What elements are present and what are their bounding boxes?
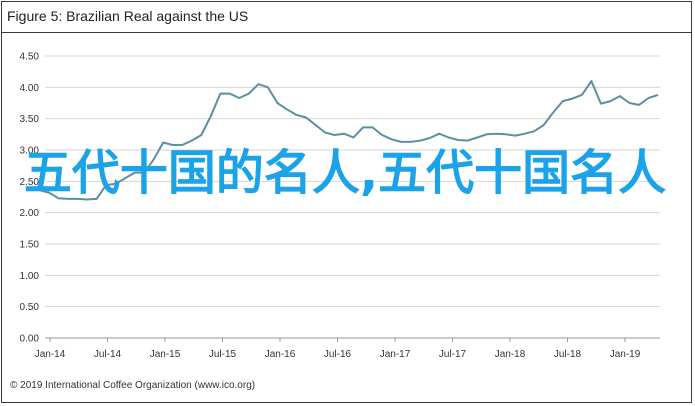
y-tick-label: 4.00 — [20, 83, 40, 94]
x-tick-label: Jul-14 — [94, 349, 122, 360]
x-tick-label: Jan-19 — [610, 349, 641, 360]
x-tick-label: Jan-16 — [265, 349, 296, 360]
x-tick-label: Jan-15 — [150, 349, 181, 360]
x-tick-label: Jan-18 — [495, 349, 526, 360]
x-tick-label: Jan-14 — [35, 349, 66, 360]
x-tick-label: Jul-15 — [209, 349, 237, 360]
x-tick-label: Jul-18 — [554, 349, 582, 360]
x-tick-label: Jul-17 — [439, 349, 467, 360]
y-tick-label: 1.50 — [20, 240, 40, 251]
series-line — [29, 80, 659, 201]
y-tick-label: 3.00 — [20, 146, 40, 157]
x-tick-label: Jan-17 — [380, 349, 411, 360]
y-tick-label: 0.50 — [20, 302, 40, 313]
figure-title: Figure 5: Brazilian Real against the US — [7, 8, 249, 24]
y-tick-label: 2.50 — [20, 177, 40, 188]
watermark-overlay-text: 五代十国的名人,五代十国名人 — [23, 145, 667, 201]
copyright-footer: © 2019 International Coffee Organization… — [10, 380, 256, 391]
y-tick-label: 3.50 — [20, 114, 40, 125]
y-tick-label: 1.00 — [20, 271, 40, 282]
title-divider — [1, 32, 692, 33]
x-tick-label: Jul-16 — [324, 349, 352, 360]
y-tick-label: 2.00 — [20, 208, 40, 219]
y-tick-label: 0.00 — [20, 334, 40, 345]
y-tick-label: 4.50 — [20, 52, 40, 63]
